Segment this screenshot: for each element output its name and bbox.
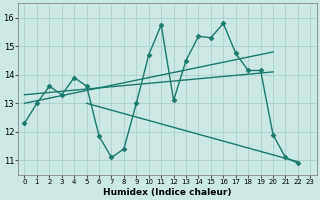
X-axis label: Humidex (Indice chaleur): Humidex (Indice chaleur) bbox=[103, 188, 232, 197]
